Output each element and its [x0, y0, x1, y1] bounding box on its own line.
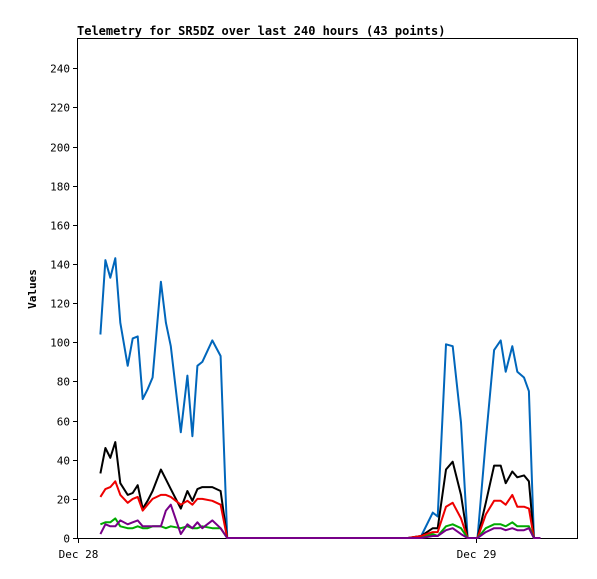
y-tick-label: 0 [63, 533, 70, 546]
series-group [99, 257, 541, 539]
y-tick-label: 220 [50, 102, 70, 115]
y-tick-label: 180 [50, 181, 70, 194]
y-tick-label: 120 [50, 298, 70, 311]
y-tick-label: 100 [50, 337, 70, 350]
plot-area [77, 38, 578, 539]
y-tick-label: 160 [50, 220, 70, 233]
y-tick-label: 40 [57, 455, 70, 468]
series-line-5 [99, 503, 541, 539]
x-tick-label: Dec 28 [59, 548, 99, 561]
y-tick-label: 200 [50, 142, 70, 155]
y-tick-label: 80 [57, 376, 70, 389]
y-tick-label: 240 [50, 63, 70, 76]
y-tick-label: 140 [50, 259, 70, 272]
y-tick-label: 60 [57, 416, 70, 429]
x-tick-label: Dec 29 [457, 548, 497, 561]
chart-title: Telemetry for SR5DZ over last 240 hours … [77, 24, 445, 38]
y-axis-label: Values [26, 269, 39, 309]
y-tick-label: 20 [57, 494, 70, 507]
y-axis: 0 20 40 60 80 100 120 140 160 180 200 220 240 [50, 63, 78, 546]
x-axis: Dec 28 Dec 29 [59, 538, 497, 561]
